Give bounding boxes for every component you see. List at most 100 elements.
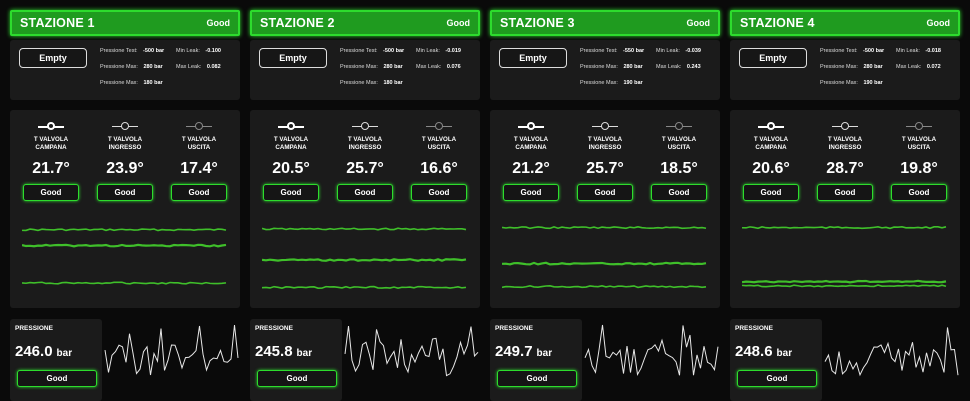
pressure-sparkline-line xyxy=(584,324,719,377)
temperature-sensor: T VALVOLA CAMPANA 21.7° Good xyxy=(18,122,84,201)
temperature-value: 19.8° xyxy=(900,160,938,177)
temperature-status-button[interactable]: Good xyxy=(23,184,79,201)
temperature-trend-chart xyxy=(22,228,227,285)
pressione-max-row: Pressione Max: 280 bar xyxy=(820,64,883,70)
valve-switch-icon[interactable] xyxy=(38,122,64,130)
temperature-status-button[interactable]: Good xyxy=(171,184,227,201)
temperature-trend-line xyxy=(742,225,947,230)
temperature-value: 20.5° xyxy=(272,160,310,177)
pressure-label: PRESSIONE xyxy=(255,325,293,332)
station-title: STAZIONE 3 xyxy=(500,16,575,30)
test-parameters-panel: Empty Pressione Test: -500 bar Pressione… xyxy=(250,40,480,100)
temperature-status-button[interactable]: Good xyxy=(577,184,633,201)
pressure-sparkline xyxy=(104,324,239,376)
temperature-sensor: T VALVOLA USCITA 17.4° Good xyxy=(166,122,232,201)
pressione-max-row: Pressione Max: 280 bar xyxy=(100,64,163,70)
pressure-status-button[interactable]: Good xyxy=(17,370,97,387)
empty-button[interactable]: Empty xyxy=(259,48,327,68)
station-card: STAZIONE 3 Good Empty Pressione Test: -5… xyxy=(490,10,720,401)
temperature-sensor: T VALVOLA CAMPANA 21.2° Good xyxy=(498,122,564,201)
valve-switch-icon[interactable] xyxy=(426,122,452,130)
temperature-value: 20.6° xyxy=(752,160,790,177)
temperature-status-button[interactable]: Good xyxy=(651,184,707,201)
temperature-sensor: T VALVOLA INGRESSO 28.7° Good xyxy=(812,122,878,201)
temperature-trend-line xyxy=(742,284,947,288)
valve-switch-icon[interactable] xyxy=(518,122,544,130)
temperature-value: 21.7° xyxy=(32,160,70,177)
pressure-panel: PRESSIONE 248.6 bar Good xyxy=(730,319,960,401)
station-card: STAZIONE 4 Good Empty Pressione Test: -5… xyxy=(730,10,960,401)
valve-switch-icon[interactable] xyxy=(832,122,858,130)
min-leak-row: Min Leak: -0.018 xyxy=(896,48,941,54)
pressione-test-row: Pressione Test: -500 bar xyxy=(340,48,405,54)
temperature-value: 21.2° xyxy=(512,160,550,177)
test-parameters-panel: Empty Pressione Test: -550 bar Pressione… xyxy=(490,40,720,100)
temperature-trend-line xyxy=(22,228,227,232)
max-leak-row: Max Leak: 0.072 xyxy=(896,64,941,70)
test-parameters-panel: Empty Pressione Test: -500 bar Pressione… xyxy=(730,40,960,100)
pressione-max-row-2: Pressione Max: 190 bar xyxy=(580,80,643,86)
valve-switch-icon[interactable] xyxy=(278,122,304,130)
valve-switch-icon[interactable] xyxy=(186,122,212,130)
pressure-sparkline xyxy=(344,325,479,377)
temperature-status-button[interactable]: Good xyxy=(503,184,559,201)
empty-button[interactable]: Empty xyxy=(739,48,807,68)
pressure-status-button[interactable]: Good xyxy=(497,370,577,387)
temperature-panel: T VALVOLA CAMPANA 21.2° Good T VALVOLA ING… xyxy=(490,110,720,308)
pressione-test-row: Pressione Test: -500 bar xyxy=(820,48,885,54)
station-header: STAZIONE 4 Good xyxy=(730,10,960,36)
temperature-value: 25.7° xyxy=(346,160,384,177)
station-status: Good xyxy=(686,18,711,28)
valve-switch-icon[interactable] xyxy=(592,122,618,130)
pressure-status-button[interactable]: Good xyxy=(737,370,817,387)
temperature-status-button[interactable]: Good xyxy=(337,184,393,201)
sensor-label: T VALVOLA INGRESSO xyxy=(347,136,383,151)
valve-switch-icon[interactable] xyxy=(906,122,932,130)
station-status: Good xyxy=(926,18,951,28)
temperature-panel: T VALVOLA CAMPANA 20.6° Good T VALVOLA ING… xyxy=(730,110,960,308)
pressione-test-row: Pressione Test: -500 bar xyxy=(100,48,165,54)
sensor-label: T VALVOLA INGRESSO xyxy=(827,136,863,151)
temperature-status-button[interactable]: Good xyxy=(891,184,947,201)
pressure-sparkline-line xyxy=(104,324,239,376)
temperature-status-button[interactable]: Good xyxy=(411,184,467,201)
station-card: STAZIONE 1 Good Empty Pressione Test: -5… xyxy=(10,10,240,401)
empty-button[interactable]: Empty xyxy=(499,48,567,68)
temperature-status-button[interactable]: Good xyxy=(263,184,319,201)
pressure-sparkline xyxy=(824,327,959,377)
temperature-status-button[interactable]: Good xyxy=(743,184,799,201)
pressure-value: 246.0 bar xyxy=(15,343,73,360)
valve-switch-icon[interactable] xyxy=(112,122,138,130)
pressure-status-button[interactable]: Good xyxy=(257,370,337,387)
temperature-trend-line xyxy=(262,258,467,262)
pressure-box: PRESSIONE 246.0 bar Good xyxy=(10,319,102,401)
valve-switch-icon[interactable] xyxy=(666,122,692,130)
temperature-status-button[interactable]: Good xyxy=(97,184,153,201)
valve-switch-icon[interactable] xyxy=(758,122,784,130)
valve-switch-icon[interactable] xyxy=(352,122,378,130)
pressure-sparkline-line xyxy=(824,327,959,377)
station-header: STAZIONE 3 Good xyxy=(490,10,720,36)
temperature-sensor: T VALVOLA CAMPANA 20.6° Good xyxy=(738,122,804,201)
pressure-label: PRESSIONE xyxy=(15,325,53,332)
sensor-label: T VALVOLA USCITA xyxy=(181,136,217,151)
sensor-label: T VALVOLA CAMPANA xyxy=(33,136,69,151)
sensor-row: T VALVOLA CAMPANA 21.7° Good T VALVOLA ING… xyxy=(10,122,240,201)
pressure-sparkline-line xyxy=(344,325,479,377)
temperature-trend-line xyxy=(502,226,707,230)
max-leak-row: Max Leak: 0.243 xyxy=(656,64,701,70)
temperature-value: 18.5° xyxy=(660,160,698,177)
pressure-panel: PRESSIONE 246.0 bar Good xyxy=(10,319,240,401)
sensor-label: T VALVOLA INGRESSO xyxy=(107,136,143,151)
temperature-status-button[interactable]: Good xyxy=(817,184,873,201)
temperature-trend-chart xyxy=(502,226,707,289)
sensor-row: T VALVOLA CAMPANA 20.6° Good T VALVOLA ING… xyxy=(730,122,960,201)
station-title: STAZIONE 4 xyxy=(740,16,815,30)
pressione-max-row: Pressione Max: 280 bar xyxy=(580,64,643,70)
temperature-sensor: T VALVOLA USCITA 16.6° Good xyxy=(406,122,472,201)
pressure-value: 248.6 bar xyxy=(735,343,793,360)
empty-button[interactable]: Empty xyxy=(19,48,87,68)
temperature-value: 16.6° xyxy=(420,160,458,177)
temperature-sensor: T VALVOLA INGRESSO 25.7° Good xyxy=(572,122,638,201)
pressione-test-row: Pressione Test: -550 bar xyxy=(580,48,645,54)
